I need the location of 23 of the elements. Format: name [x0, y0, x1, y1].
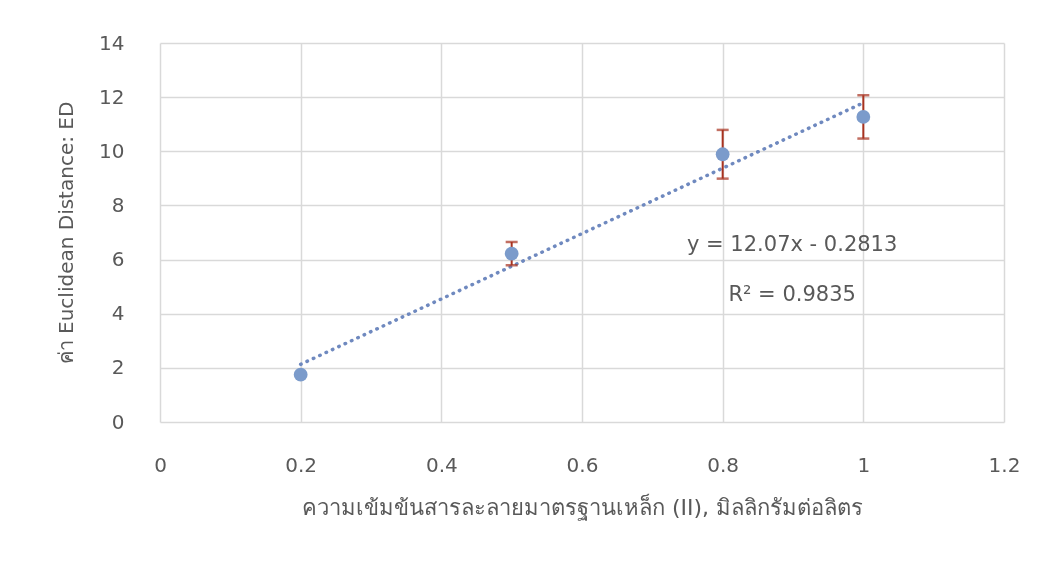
x-tick-label: 0.8 [707, 452, 740, 477]
x-tick-label: 1.2 [988, 452, 1021, 477]
point [715, 147, 730, 162]
y-tick-label: 6 [111, 247, 125, 272]
x-tick-label: 0 [154, 452, 167, 477]
x-tick-label: 0.2 [285, 452, 318, 477]
y-tick-label: 0 [111, 409, 125, 434]
x-tick-label: 1 [857, 452, 871, 477]
point [504, 246, 519, 261]
y-tick-label: 10 [99, 138, 125, 163]
annotation: y = 12.07x - 0.2813 [686, 232, 898, 257]
x-tick-label: 0.6 [566, 452, 599, 477]
annotation: R² = 0.9835 [728, 282, 856, 307]
y-tick-label: 2 [111, 355, 125, 380]
x-tick-label: 0.4 [425, 452, 458, 477]
y-tick-label: 8 [111, 192, 125, 217]
point [856, 110, 871, 124]
point [293, 367, 308, 382]
x-axis-title: ความเข้มข้นสารละลายมาตรฐานเหล็ก (II), มิลลิกรัมต่อลิตร [301, 492, 864, 521]
y-axis-title: ค่า Euclidean Distance: ED [54, 101, 79, 365]
y-tick-label: 12 [99, 84, 125, 109]
y-tick-label: 14 [99, 30, 125, 55]
y-tick-label: 4 [111, 301, 125, 326]
